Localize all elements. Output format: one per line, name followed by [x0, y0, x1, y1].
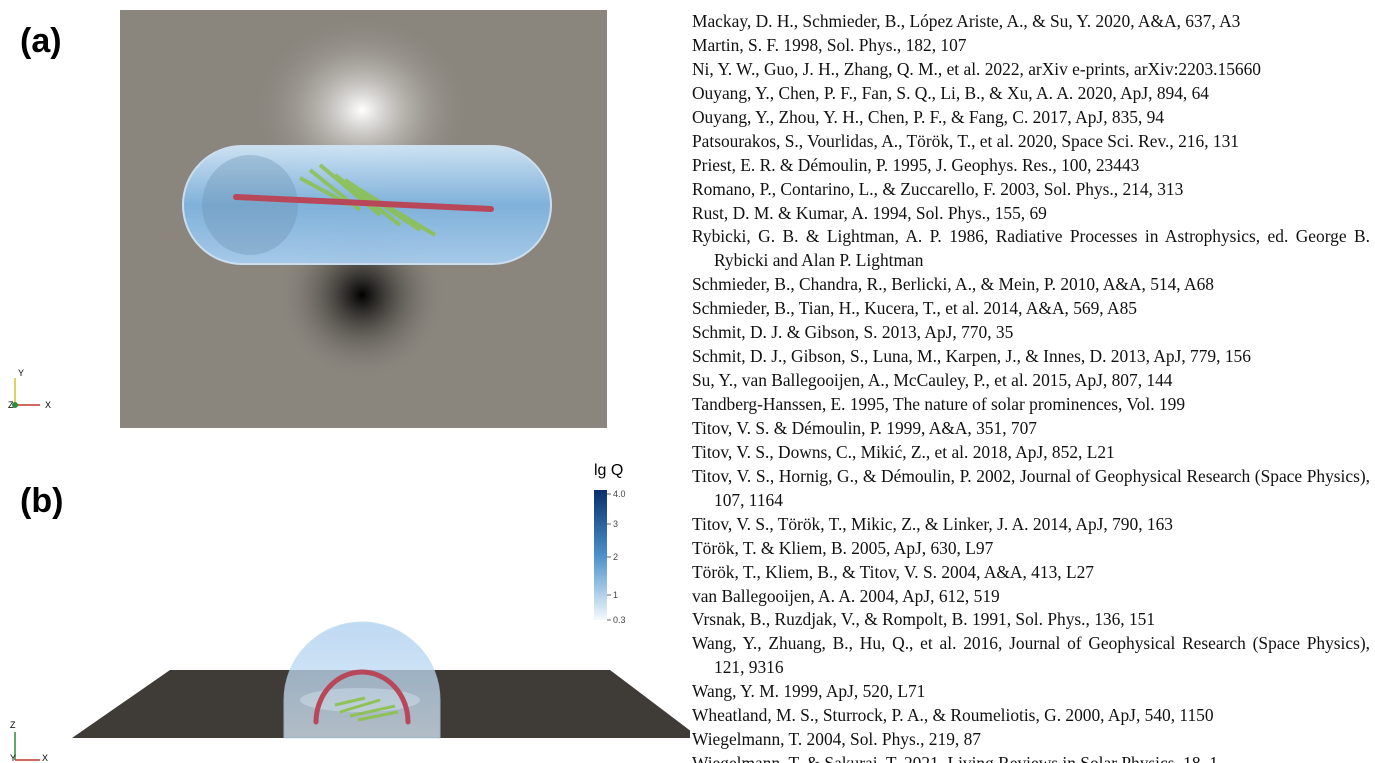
colorbar — [594, 490, 607, 620]
colorbar-tick-label: 2 — [613, 552, 618, 562]
colorbar-tick-label: 4.0 — [613, 489, 626, 499]
axis-label: X — [45, 400, 51, 410]
reference: Ouyang, Y., Zhou, Y. H., Chen, P. F., & … — [692, 106, 1165, 127]
axis-label: Y — [10, 753, 16, 763]
reference: Schmieder, B., Tian, H., Kucera, T., et … — [692, 298, 1137, 319]
reference: Rybicki, G. B. & Lightman, A. P. 1986, R… — [692, 226, 1370, 271]
reference: Ouyang, Y., Chen, P. F., Fan, S. Q., Li,… — [692, 82, 1209, 103]
reference: Patsourakos, S., Vourlidas, A., Török, T… — [692, 130, 1239, 151]
figure: (a) Y Z X (b) Z Y Xlg Q 4.0 3 2 1 0.3 — [8, 10, 690, 763]
reference: Martin, S. F. 1998, Sol. Phys., 182, 107 — [692, 34, 967, 55]
reference: Tandberg-Hanssen, E. 1995, The nature of… — [692, 394, 1186, 414]
triad-b — [14, 732, 40, 761]
reference: Mackay, D. H., Schmieder, B., López Aris… — [692, 11, 1241, 31]
axis-label: Y — [18, 368, 24, 378]
panel-b-image — [72, 490, 690, 739]
reference: van Ballegooijen, A. A. 2004, ApJ, 612, … — [692, 585, 1000, 606]
reference: Titov, V. S., Downs, C., Mikić, Z., et a… — [692, 441, 1115, 462]
colorbar-tick-label: 3 — [613, 519, 618, 529]
colorbar-title: lg Q — [594, 462, 623, 479]
axis-label: Z — [10, 720, 16, 730]
reference: Wang, Y. M. 1999, ApJ, 520, L71 — [692, 681, 926, 702]
reference: Titov, V. S., Hornig, G., & Démoulin, P.… — [692, 465, 1370, 510]
reference: Török, T., Kliem, B., & Titov, V. S. 200… — [692, 561, 1094, 582]
reference: Török, T. & Kliem, B. 2005, ApJ, 630, L9… — [692, 537, 994, 558]
reference: Priest, E. R. & Démoulin, P. 1995, J. Ge… — [692, 154, 1140, 175]
axis-label: Z — [8, 400, 14, 410]
reference: Su, Y., van Ballegooijen, A., McCauley, … — [692, 370, 1173, 391]
colorbar-tick-label: 1 — [613, 590, 618, 600]
reference: Wiegelmann, T. 2004, Sol. Phys., 219, 87 — [692, 729, 981, 750]
reference: Ni, Y. W., Guo, J. H., Zhang, Q. M., et … — [692, 58, 1262, 79]
reference: Wheatland, M. S., Sturrock, P. A., & Rou… — [692, 705, 1214, 726]
colorbar-tick-label: 0.3 — [613, 615, 626, 625]
triad-a — [12, 378, 40, 408]
reference: Wiegelmann, T. & Sakurai, T. 2021, Livin… — [692, 752, 1370, 763]
panel-a-image — [120, 10, 607, 428]
reference: Rust, D. M. & Kumar, A. 1994, Sol. Phys.… — [692, 202, 1047, 223]
reference: Schmit, D. J. & Gibson, S. 2013, ApJ, 77… — [692, 322, 1014, 343]
reference: Schmieder, B., Chandra, R., Berlicki, A.… — [692, 274, 1214, 295]
panel-label: (b) — [20, 482, 63, 520]
reference: Romano, P., Contarino, L., & Zuccarello,… — [692, 178, 1184, 199]
reference: Wang, Y., Zhuang, B., Hu, Q., et al. 201… — [692, 633, 1370, 678]
axis-label: X — [42, 753, 48, 763]
panel-label: (a) — [20, 22, 62, 60]
reference: Schmit, D. J., Gibson, S., Luna, M., Kar… — [692, 346, 1251, 367]
reference: Titov, V. S. & Démoulin, P. 1999, A&A, 3… — [692, 417, 1037, 438]
reference: Titov, V. S., Török, T., Mikic, Z., & Li… — [692, 513, 1173, 534]
reference: Vrsnak, B., Ruzdjak, V., & Rompolt, B. 1… — [692, 609, 1156, 630]
references: Mackay, D. H., Schmieder, B., López Aris… — [692, 10, 1370, 763]
